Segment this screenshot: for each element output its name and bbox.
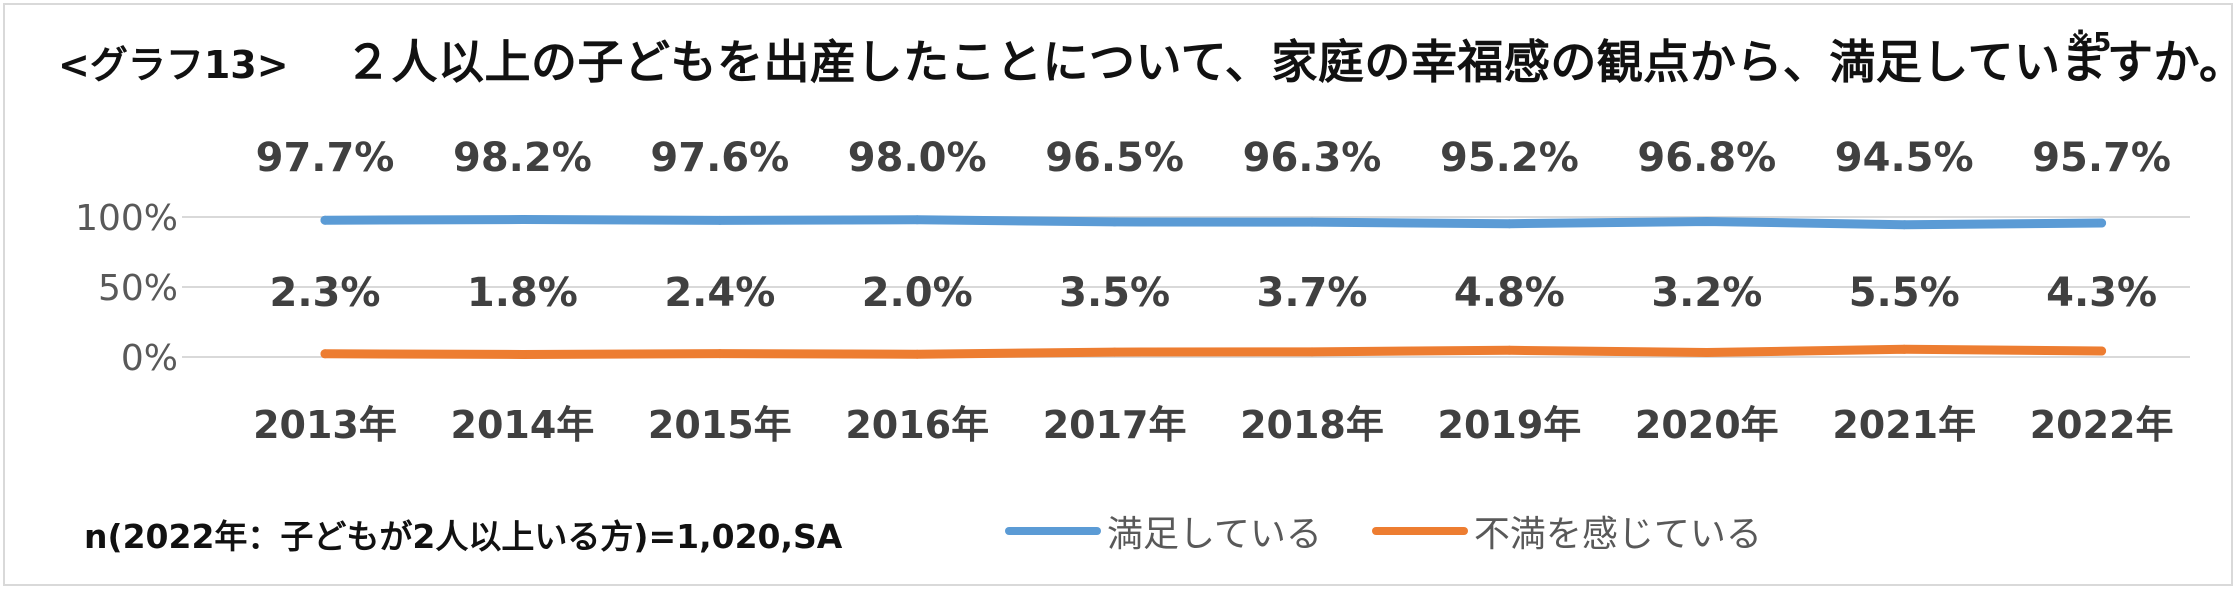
x-tick-label: 2014年 (451, 403, 595, 447)
data-point (1307, 217, 1317, 227)
data-point (1307, 347, 1317, 357)
data-point (1702, 216, 1712, 226)
data-label: 97.6% (650, 135, 789, 181)
x-tick-label: 2016年 (845, 403, 989, 447)
y-tick-label: 50% (98, 268, 178, 309)
legend-item-satisfied: 満足している (1005, 505, 1322, 557)
data-label: 98.2% (453, 135, 592, 181)
data-label: 5.5% (1849, 270, 1960, 316)
x-tick-label: 2015年 (648, 403, 792, 447)
data-label: 3.2% (1651, 270, 1762, 316)
data-point (1504, 345, 1514, 355)
y-tick-label: 0% (121, 338, 178, 379)
chart-title: ２人以上の子どもを出産したことについて、家庭の幸福感の観点から、満足していますか… (345, 35, 2240, 89)
x-tick-label: 2020年 (1635, 403, 1779, 447)
data-label: 3.5% (1059, 270, 1170, 316)
data-point (1504, 219, 1514, 229)
legend-label-dissatisfied: 不満を感じている (1473, 514, 1762, 555)
data-label: 96.3% (1243, 135, 1382, 181)
data-label: 4.8% (1454, 270, 1565, 316)
data-label: 97.7% (256, 135, 395, 181)
x-tick-label: 2013年 (253, 403, 397, 447)
chart-frame (3, 3, 2233, 586)
data-label: 2.4% (664, 270, 775, 316)
data-point (320, 349, 330, 359)
x-tick-label: 2018年 (1240, 403, 1384, 447)
legend-item-dissatisfied: 不満を感じている (1371, 505, 1762, 557)
data-point (912, 349, 922, 359)
x-tick-label: 2017年 (1043, 403, 1187, 447)
data-label: 94.5% (1835, 135, 1974, 181)
data-point (1702, 348, 1712, 358)
data-point (517, 349, 527, 359)
data-label: 2.0% (862, 270, 973, 316)
data-point (1110, 347, 1120, 357)
data-label: 96.5% (1045, 135, 1184, 181)
legend-swatch-satisfied (1005, 527, 1101, 535)
legend-label-satisfied: 満足している (1107, 514, 1322, 555)
data-point (1899, 220, 1909, 230)
data-label: 1.8% (467, 270, 578, 316)
data-point (2097, 218, 2107, 228)
data-point (1899, 344, 1909, 354)
data-point (320, 215, 330, 225)
chart-legend: 満足している 不満を感じている (1005, 505, 1812, 557)
data-label: 3.7% (1257, 270, 1368, 316)
data-point (2097, 346, 2107, 356)
data-label: 95.2% (1440, 135, 1579, 181)
data-label: 2.3% (270, 270, 381, 316)
sample-size-note: n(2022年：子どもが2人以上いる方)=1,020,SA (84, 517, 843, 556)
x-tick-label: 2021年 (1832, 403, 1976, 447)
graph-number-label: <グラフ13> (58, 43, 289, 87)
x-tick-label: 2019年 (1438, 403, 1582, 447)
y-tick-label: 100% (75, 198, 178, 239)
data-label: 4.3% (2046, 270, 2157, 316)
data-point (912, 215, 922, 225)
title-footnote-mark: ※5 (2068, 28, 2112, 58)
x-tick-label: 2022年 (2030, 403, 2174, 447)
data-point (715, 349, 725, 359)
series-line-dissatisfied (320, 344, 2107, 359)
series-line-satisfied (320, 215, 2107, 230)
data-label: 96.8% (1637, 135, 1776, 181)
data-label: 95.7% (2032, 135, 2171, 181)
data-point (1110, 217, 1120, 227)
data-label: 98.0% (848, 135, 987, 181)
data-point (517, 215, 527, 225)
data-point (715, 215, 725, 225)
legend-swatch-dissatisfied (1371, 527, 1468, 535)
